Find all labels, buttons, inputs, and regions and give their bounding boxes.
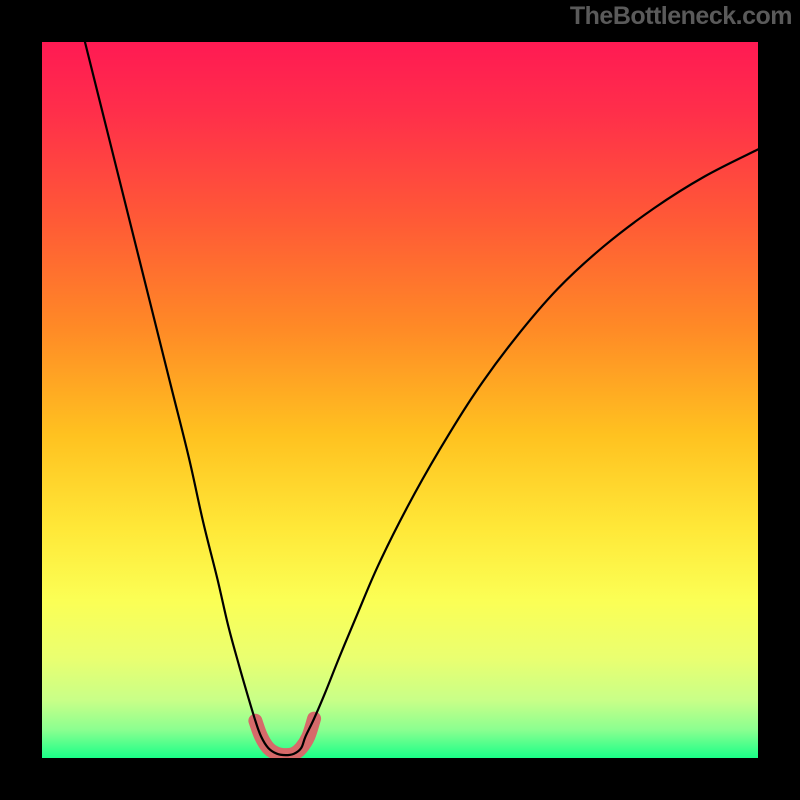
watermark-text: TheBottleneck.com	[570, 2, 792, 31]
bottleneck-chart	[42, 42, 758, 758]
plot-area	[42, 42, 758, 758]
image-root: TheBottleneck.com	[0, 0, 800, 800]
gradient-background	[42, 42, 758, 758]
